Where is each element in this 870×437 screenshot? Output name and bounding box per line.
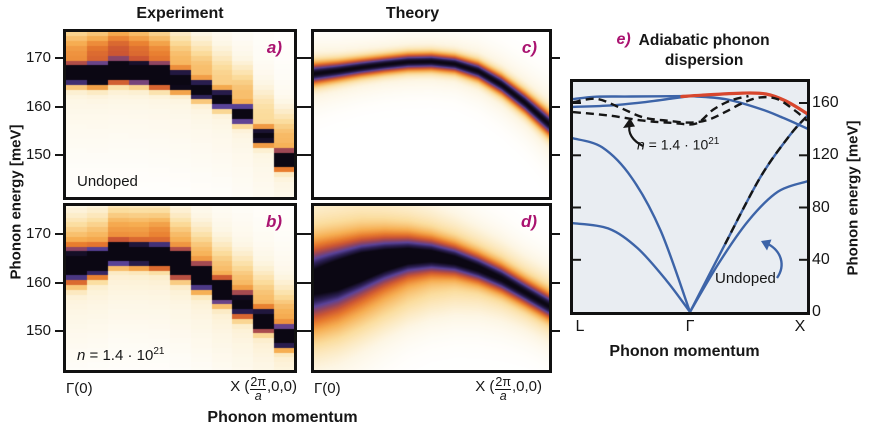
two-pi-over-a-fraction: 2π a: [495, 375, 511, 404]
panel-label-e: e): [616, 31, 631, 48]
y-tick-mark-right: [297, 154, 305, 157]
y-tick-mark-right: [552, 105, 560, 108]
x-point-tick-label-theory: X (2π a ,0,0): [475, 375, 542, 404]
y-tick-mark-left: [55, 281, 63, 284]
e-xtick-L: L: [575, 318, 585, 335]
y-tick-label: 150: [25, 321, 51, 339]
y-tick-mark-right: [552, 233, 560, 236]
y-tick-mark-left: [55, 57, 63, 60]
panel-d-theory-doped: d): [311, 203, 552, 373]
two-pi-over-a-fraction: 2π a: [250, 375, 266, 404]
undoped-arrow-head: [761, 239, 772, 251]
y-tick-label: 160: [25, 97, 51, 115]
panel-a-experiment-undoped: a) Undoped: [63, 29, 297, 200]
y-tick-label: 150: [25, 146, 51, 164]
heatmap-canvas-c: [314, 32, 549, 197]
panel-c-theory-undoped: c): [311, 29, 552, 200]
curve-solid-0-6: [688, 94, 807, 130]
e-y-tick-label: 0: [812, 303, 821, 320]
panel-e-dispersion: n = 1.4 · 1021 Undoped: [570, 79, 810, 315]
panel-e-title: e) Adiabatic phonon dispersion: [574, 31, 812, 71]
y-tick-mark-left: [303, 329, 311, 332]
panel-label-d: d): [520, 212, 537, 231]
momentum-axis-label-main: Phonon momentum: [207, 409, 358, 426]
doping-label-b: n = 1.4 · 1021: [77, 346, 165, 364]
y-tick-mark-right: [552, 154, 560, 157]
panel-b-experiment-doped: b) n = 1.4 · 1021: [63, 203, 297, 373]
y-tick-mark-left: [303, 105, 311, 108]
e-y-tick-label: 120: [812, 146, 839, 164]
experiment-header: Experiment: [136, 5, 224, 22]
curve-solid-0-0: [573, 222, 692, 312]
adiabatic-dispersion-title: Adiabatic phonon dispersion: [638, 32, 770, 69]
y-tick-mark-right: [297, 281, 305, 284]
heatmap-canvas-d: [314, 206, 549, 370]
y-tick-mark-right: [297, 57, 305, 60]
curve-solid-2-0: [680, 91, 807, 116]
e-y-tick-label: 80: [812, 198, 830, 216]
dispersion-plot: [573, 91, 807, 312]
panel-label-a: a): [266, 38, 282, 57]
doping-arrow-head: [623, 118, 635, 128]
y-tick-mark-right: [297, 105, 305, 108]
curve-dashed-1-0: [573, 95, 807, 124]
undoped-arrow: [767, 242, 783, 279]
heatmap-canvas-a: [66, 32, 294, 197]
y-tick-mark-left: [55, 105, 63, 108]
curve-solid-0-2: [573, 94, 692, 101]
y-tick-label: 170: [25, 49, 51, 67]
y-tick-mark-right: [552, 281, 560, 284]
theory-header: Theory: [385, 5, 440, 22]
y-tick-mark-left: [303, 281, 311, 284]
undoped-label-e: Undoped: [715, 270, 776, 287]
y-tick-label: 160: [25, 273, 51, 291]
curve-solid-0-3: [573, 94, 692, 109]
y-tick-mark-left: [303, 233, 311, 236]
right-y-axis-label: Phonon energy [meV]: [844, 120, 862, 276]
e-xtick-X: X: [794, 318, 806, 335]
x-point-tick-label-experiment: X (2π a ,0,0): [230, 375, 297, 404]
y-tick-label: 170: [25, 225, 51, 243]
doping-label-e: n = 1.4 · 1021: [637, 136, 720, 153]
y-tick-mark-left: [55, 233, 63, 236]
y-tick-mark-left: [303, 154, 311, 157]
y-tick-mark-right: [297, 329, 305, 332]
panel-label-b: b): [265, 212, 282, 231]
curve-solid-0-4: [688, 180, 807, 312]
y-tick-mark-left: [55, 329, 63, 332]
y-tick-mark-left: [55, 154, 63, 157]
panel-label-c: c): [521, 38, 537, 57]
heatmap-canvas-b: [66, 206, 294, 370]
y-tick-mark-right: [297, 233, 305, 236]
y-tick-mark-right: [552, 57, 560, 60]
curve-solid-0-1: [573, 137, 692, 312]
y-tick-mark-left: [303, 57, 311, 60]
gamma-tick-label-experiment: Γ(0): [66, 380, 93, 397]
undoped-label-a: Undoped: [77, 173, 138, 190]
e-xtick-Gamma: Γ: [685, 318, 695, 335]
e-y-tick-label: 160: [812, 94, 839, 111]
curve-dashed-1-2: [724, 115, 807, 245]
e-y-tick-label: 40: [812, 250, 830, 268]
y-tick-mark-right: [552, 329, 560, 332]
gamma-tick-label-theory: Γ(0): [314, 380, 341, 397]
momentum-axis-label-e: Phonon momentum: [609, 343, 760, 360]
